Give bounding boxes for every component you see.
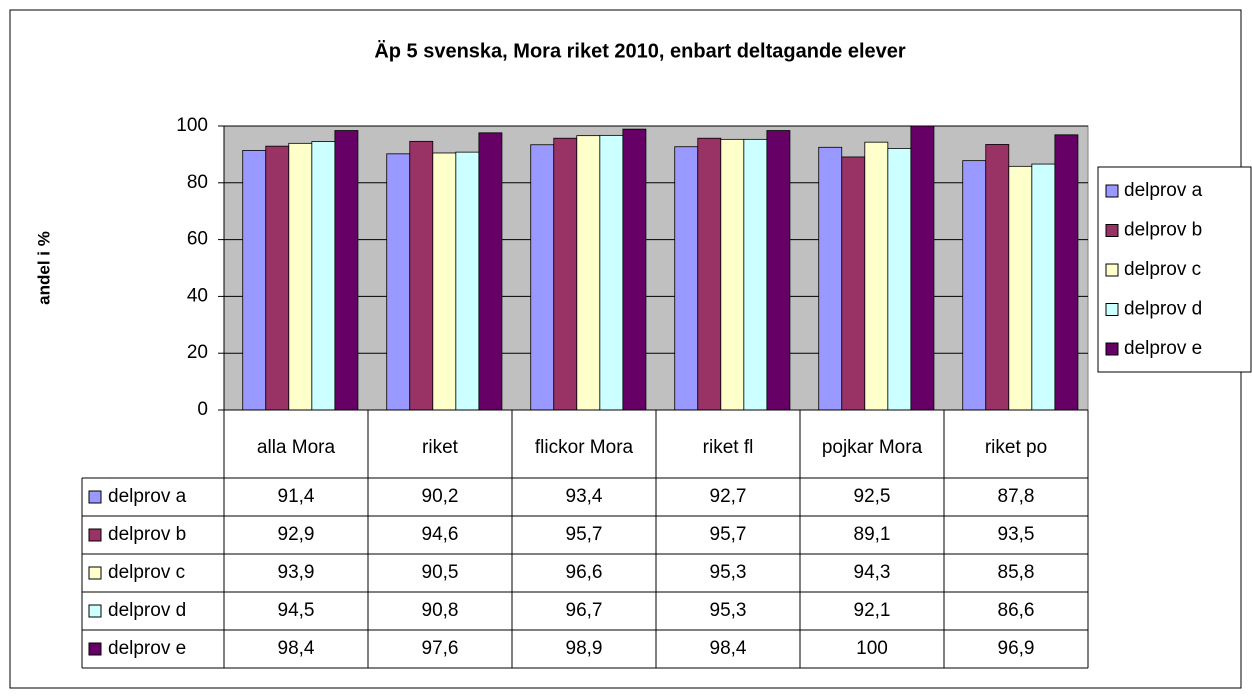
chart-title: Äp 5 svenska, Mora riket 2010, enbart de… — [374, 39, 906, 62]
bar — [887, 148, 912, 411]
table-cell: 95,3 — [710, 600, 747, 621]
table-cell: 96,7 — [566, 600, 603, 621]
bar — [409, 140, 434, 411]
x-tick-label: pojkar Mora — [822, 437, 923, 458]
table-legend-key — [88, 566, 102, 580]
bar — [288, 142, 313, 411]
table-row-label: delprov e — [108, 638, 186, 659]
bar — [334, 130, 359, 411]
table-cell: 94,5 — [278, 600, 315, 621]
x-tick-label: flickor Mora — [535, 437, 634, 458]
y-tick-label: 0 — [197, 399, 208, 420]
bar — [1008, 165, 1033, 411]
legend-label: delprov d — [1124, 299, 1202, 320]
table-cell: 95,7 — [710, 524, 747, 545]
legend-label: delprov c — [1124, 259, 1201, 280]
bar — [576, 135, 601, 411]
table-cell: 85,8 — [998, 562, 1035, 583]
legend-label: delprov b — [1124, 220, 1202, 241]
bar — [674, 146, 699, 411]
x-tick-label: alla Mora — [257, 437, 336, 458]
table-cell: 90,8 — [422, 600, 459, 621]
legend-key — [1105, 263, 1119, 277]
bar — [553, 137, 578, 411]
table-row-label: delprov a — [108, 486, 187, 507]
table-cell: 98,4 — [278, 638, 315, 659]
table-cell: 93,4 — [566, 486, 603, 507]
bar — [864, 141, 889, 411]
legend-label: delprov e — [1124, 338, 1202, 359]
y-tick-label: 20 — [187, 342, 208, 363]
legend-key — [1105, 342, 1119, 356]
table-row-label: delprov c — [108, 562, 185, 583]
table-legend-key — [88, 528, 102, 542]
legend-key — [1105, 224, 1119, 237]
table-legend-key — [88, 642, 102, 656]
bar — [386, 153, 411, 411]
table-cell: 92,5 — [854, 486, 891, 507]
bar — [743, 138, 768, 411]
bar — [818, 146, 843, 411]
table-row-label: delprov b — [108, 524, 186, 545]
legend-key — [1105, 184, 1119, 198]
y-tick-label: 40 — [187, 285, 208, 306]
table-cell: 92,9 — [278, 524, 315, 545]
legend-key — [1105, 303, 1119, 316]
bar — [311, 141, 336, 411]
y-tick-label: 100 — [176, 115, 208, 136]
table-cell: 90,5 — [422, 562, 459, 583]
table-cell: 96,6 — [566, 562, 603, 583]
bar — [622, 128, 647, 411]
y-axis-title: andel i % — [34, 231, 53, 305]
table-cell: 91,4 — [278, 486, 315, 507]
y-tick-label: 60 — [187, 229, 208, 250]
bar — [242, 150, 267, 411]
table-cell: 95,3 — [710, 562, 747, 583]
table-cell: 86,6 — [998, 600, 1035, 621]
table-cell: 94,3 — [854, 562, 891, 583]
bar — [478, 132, 503, 411]
bar — [432, 152, 457, 411]
bar — [455, 151, 480, 411]
table-cell: 98,4 — [710, 638, 747, 659]
bar — [265, 145, 290, 411]
table-cell: 96,9 — [998, 638, 1035, 659]
legend-box — [1097, 166, 1252, 373]
legend-label: delprov a — [1124, 180, 1203, 201]
bar — [962, 160, 987, 411]
table-cell: 97,6 — [422, 638, 459, 659]
table-cell: 92,1 — [854, 600, 891, 621]
table-cell: 95,7 — [566, 524, 603, 545]
bar — [766, 130, 791, 411]
bar — [599, 134, 624, 411]
bar — [841, 156, 866, 411]
table-cell: 94,6 — [422, 524, 459, 545]
table-cell: 89,1 — [854, 524, 891, 545]
x-tick-label: riket po — [985, 437, 1047, 458]
y-tick-label: 80 — [187, 172, 208, 193]
bar — [985, 144, 1010, 411]
table-cell: 87,8 — [998, 486, 1035, 507]
table-cell: 100 — [856, 638, 888, 659]
bar — [1054, 134, 1079, 411]
bar — [910, 125, 935, 411]
table-row-label: delprov d — [108, 600, 186, 621]
table-cell: 92,7 — [710, 486, 747, 507]
bar — [697, 137, 722, 411]
table-cell: 98,9 — [566, 638, 603, 659]
x-tick-label: riket fl — [703, 437, 754, 458]
plot-area — [223, 125, 1089, 411]
table-cell: 93,5 — [998, 524, 1035, 545]
x-tick-label: riket — [422, 437, 459, 458]
bar — [530, 144, 555, 411]
table-cell: 90,2 — [422, 486, 459, 507]
table-legend-key — [88, 604, 102, 618]
table-legend-key — [88, 490, 102, 504]
bar — [720, 138, 745, 411]
bar — [1031, 163, 1056, 411]
table-cell: 93,9 — [278, 562, 315, 583]
